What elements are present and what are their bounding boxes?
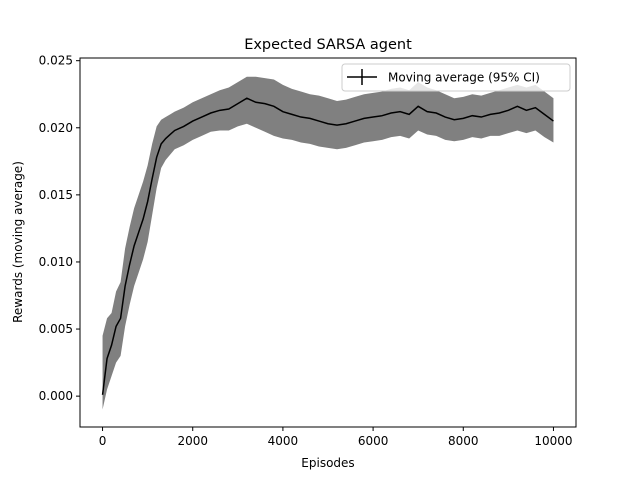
- x-axis-label: Episodes: [301, 456, 354, 470]
- legend-entry: Moving average (95% CI): [388, 71, 540, 85]
- legend-box: [341, 63, 571, 92]
- chart-title: Expected SARSA agent: [244, 37, 412, 53]
- y-tick-label: 0.025: [39, 54, 73, 68]
- y-tick-label: 0.010: [39, 255, 73, 269]
- plot-frame: [79, 57, 577, 428]
- y-axis-label: Rewards (moving average): [11, 161, 25, 323]
- y-tick-label: 0.020: [39, 121, 73, 135]
- x-axis: 0 2000 4000 6000 8000 10000: [99, 427, 573, 448]
- y-tick-label: 0.005: [39, 322, 73, 336]
- x-tick-label: 6000: [358, 434, 389, 448]
- x-tick-label: 2000: [177, 434, 208, 448]
- y-axis: 0.000 0.005 0.010 0.015 0.020 0.025: [39, 54, 80, 403]
- x-tick-label: 8000: [448, 434, 479, 448]
- x-tick-label: 10000: [534, 434, 572, 448]
- series-line: [101, 97, 554, 395]
- x-tick-label: 0: [99, 434, 107, 448]
- plot-area: [101, 76, 554, 410]
- y-tick-label: 0.000: [39, 389, 73, 403]
- x-tick-label: 4000: [268, 434, 299, 448]
- y-tick-label: 0.015: [39, 188, 73, 202]
- legend: Moving average (95% CI): [341, 63, 571, 92]
